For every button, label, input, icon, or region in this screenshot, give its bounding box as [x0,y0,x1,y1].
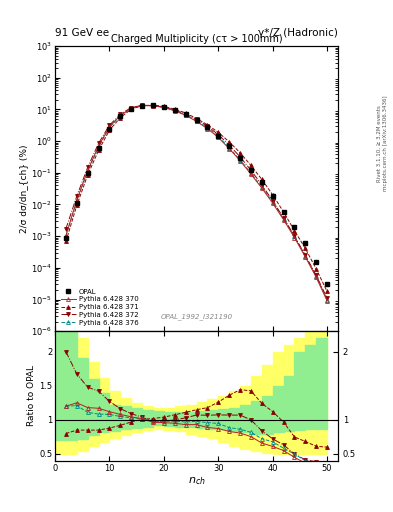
Bar [55,331,66,440]
Bar [273,386,284,432]
Bar [109,405,120,431]
Bar [66,331,77,454]
Y-axis label: Ratio to OPAL: Ratio to OPAL [28,366,36,426]
Bar [218,396,229,442]
Bar [196,402,208,436]
Bar [305,331,316,454]
Bar [66,331,77,440]
Bar [142,410,153,426]
Bar [185,405,196,434]
Bar [305,345,316,430]
Bar [120,398,131,435]
Text: OPAL_1992_I321190: OPAL_1992_I321190 [160,313,233,320]
Bar [262,365,273,453]
Bar [131,408,142,428]
Text: Rivet 3.1.10, ≥ 3.2M events: Rivet 3.1.10, ≥ 3.2M events [377,105,382,182]
Bar [175,412,185,426]
Bar [208,410,218,429]
Bar [294,338,305,454]
Text: 91 GeV ee: 91 GeV ee [55,28,109,38]
Bar [88,379,99,435]
Text: γ*/Z (Hadronic): γ*/Z (Hadronic) [258,28,338,38]
Bar [251,375,262,451]
Bar [88,362,99,446]
Bar [153,411,164,425]
Bar [208,399,218,438]
Bar [240,386,251,449]
Bar [251,401,262,434]
Title: Charged Multiplicity (cτ > 100mm): Charged Multiplicity (cτ > 100mm) [111,34,282,44]
Bar [284,375,294,431]
Bar [99,377,109,442]
Bar [109,391,120,438]
Bar [229,408,240,431]
Bar [273,352,284,454]
Bar [218,409,229,430]
Bar [77,358,88,439]
Bar [131,403,142,432]
Bar [229,391,240,446]
Bar [240,405,251,432]
Bar [316,338,327,430]
Bar [175,406,185,432]
Bar [153,408,164,429]
Bar [316,331,327,454]
Y-axis label: 2/σ dσ/dn_{ch} (%): 2/σ dσ/dn_{ch} (%) [19,144,28,233]
Bar [55,331,66,454]
Bar [142,406,153,430]
Bar [164,408,175,430]
Bar [262,396,273,434]
Bar [196,411,208,428]
Bar [77,338,88,451]
Legend: OPAL, Pythia 6.428 370, Pythia 6.428 371, Pythia 6.428 372, Pythia 6.428 376: OPAL, Pythia 6.428 370, Pythia 6.428 371… [59,287,140,328]
X-axis label: $n_{ch}$: $n_{ch}$ [187,475,206,487]
Bar [284,345,294,454]
Bar [164,412,175,426]
Bar [99,393,109,432]
Bar [120,406,131,430]
Bar [294,352,305,430]
Text: mcplots.cern.ch [arXiv:1306.3436]: mcplots.cern.ch [arXiv:1306.3436] [383,96,387,191]
Bar [185,412,196,428]
